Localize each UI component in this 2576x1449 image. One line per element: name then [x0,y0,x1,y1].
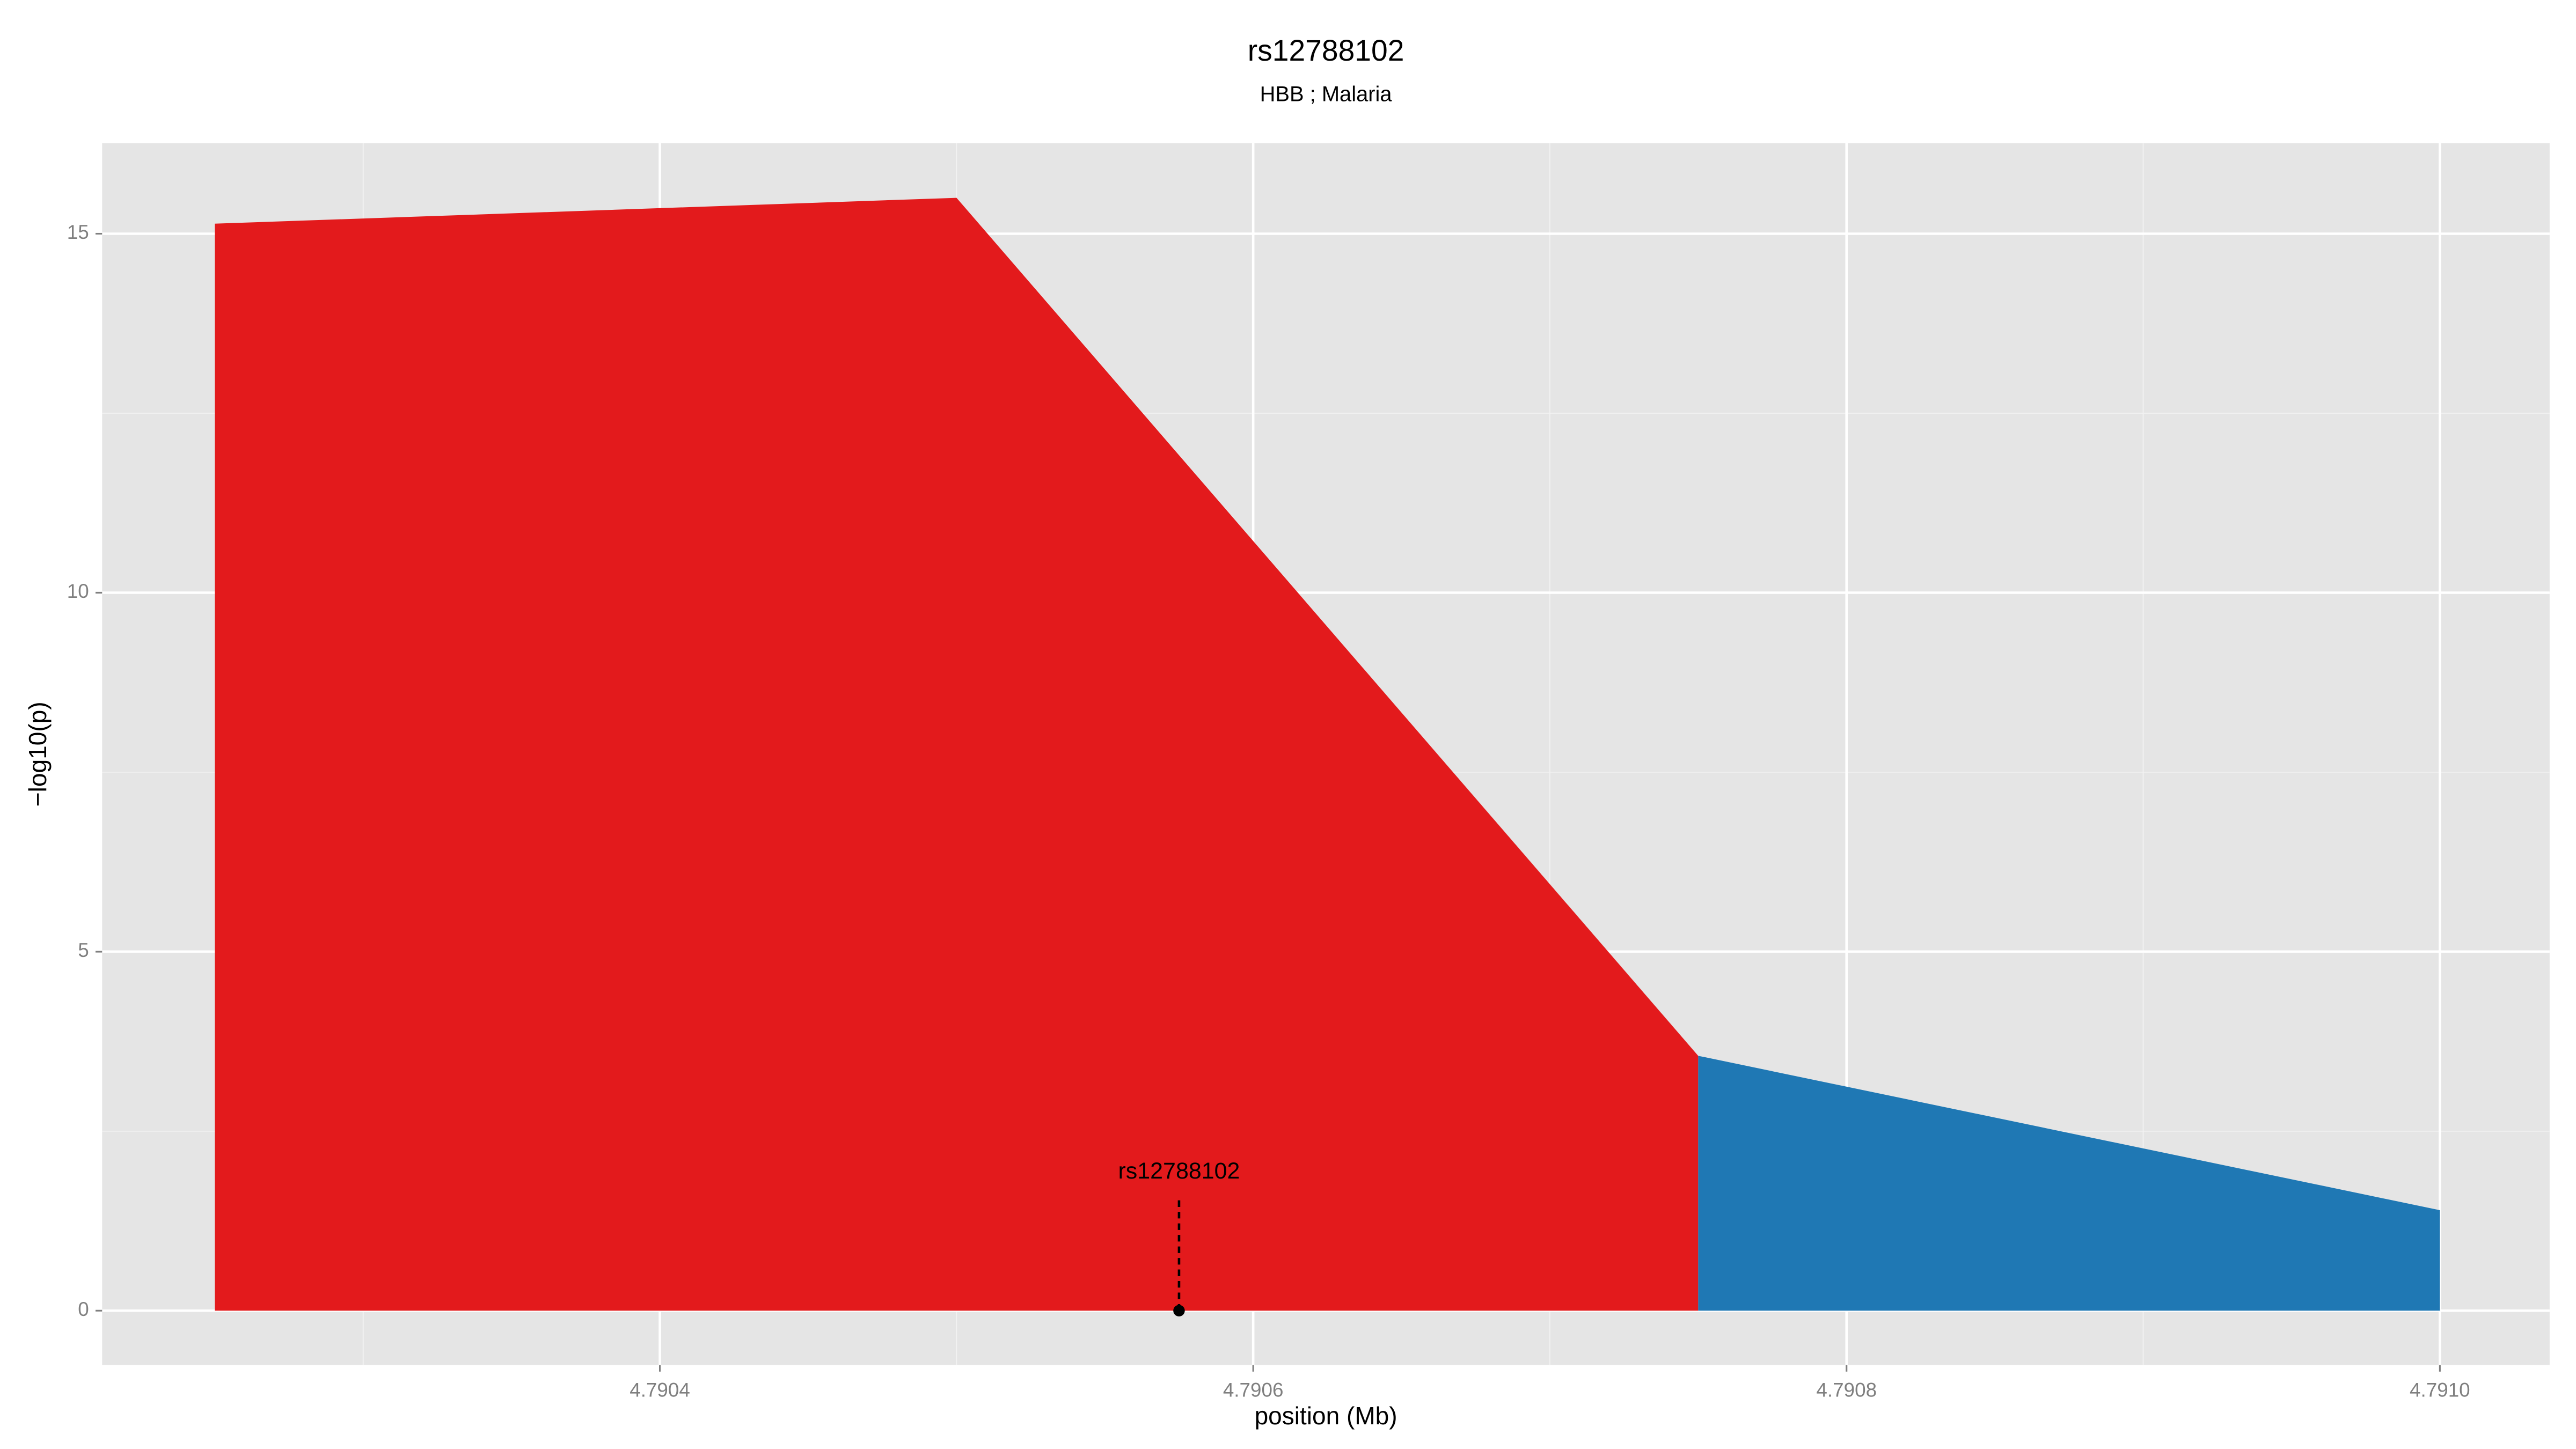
x-tick-label: 4.7904 [630,1379,690,1401]
x-tick-label: 4.7908 [1816,1379,1877,1401]
y-tick-label: 10 [67,580,89,602]
area [1698,1056,2440,1311]
marks: rs12788102 [215,197,2440,1316]
y-tick-label: 5 [78,939,89,961]
y-tick-label: 15 [67,221,89,243]
x-axis-label: position (Mb) [1255,1402,1397,1430]
area [215,197,1699,1311]
y-tick-label: 0 [78,1298,89,1320]
chart-title: rs12788102 [1248,34,1404,67]
chart-subtitle: HBB ; Malaria [1260,82,1393,106]
x-tick-label: 4.7906 [1223,1379,1284,1401]
y-axis-label: −log10(p) [24,701,52,807]
x-tick-label: 4.7910 [2410,1379,2470,1401]
annotation-label: rs12788102 [1118,1158,1240,1184]
annotation-point [1173,1305,1185,1316]
